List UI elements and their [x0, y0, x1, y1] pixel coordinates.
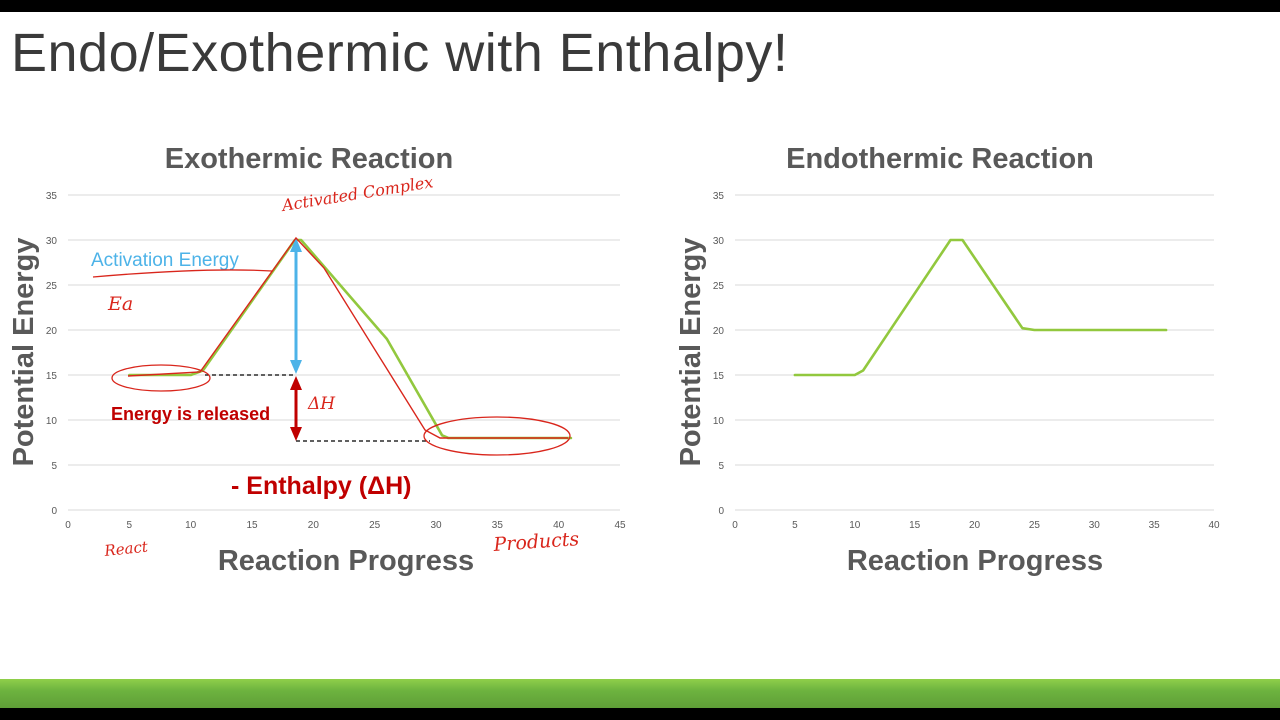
- y-tick-label: 25: [713, 281, 725, 292]
- ink-ea-underline: [92, 269, 273, 278]
- y-tick-label: 5: [51, 461, 57, 472]
- x-tick-label: 35: [492, 520, 504, 531]
- slide-title: Endo/Exothermic with Enthalpy!: [11, 23, 789, 83]
- x-tick-label: 20: [969, 520, 981, 531]
- ink-ea: Ea: [107, 293, 133, 315]
- x-tick-label: 5: [127, 520, 133, 531]
- footer-green-band: [0, 679, 1280, 708]
- activation-energy-label: Activation Energy: [91, 250, 239, 271]
- x-tick-label: 25: [1029, 520, 1041, 531]
- x-tick-label: 25: [369, 520, 381, 531]
- x-tick-label: 5: [792, 520, 798, 531]
- ink-reactant-circle: [111, 364, 211, 392]
- ink-activated-complex: Activated Complex: [279, 172, 435, 215]
- x-axis-label: Reaction Progress: [847, 545, 1103, 577]
- exothermic-annotations: Activation Energy Energy is released - E…: [91, 238, 430, 500]
- y-tick-label: 5: [718, 461, 724, 472]
- activation-energy-arrow-bottom-head: [290, 360, 302, 374]
- x-tick-label: 40: [553, 520, 565, 531]
- x-tick-label: 20: [308, 520, 320, 531]
- y-tick-label: 10: [46, 416, 58, 427]
- bottom-black-bar: [0, 708, 1280, 720]
- y-tick-label: 25: [46, 281, 58, 292]
- ink-products: Products: [492, 528, 580, 556]
- x-tick-label: 35: [1149, 520, 1161, 531]
- enthalpy-arrow-top-head: [290, 376, 302, 390]
- energy-released-label: Energy is released: [111, 404, 270, 424]
- y-tick-label: 20: [46, 326, 58, 337]
- x-tick-label: 40: [1208, 520, 1220, 531]
- y-tick-label: 15: [713, 371, 725, 382]
- y-tick-label: 0: [51, 506, 57, 517]
- y-tick-label: 30: [713, 236, 725, 247]
- exothermic-chart: 0 5 10 15 20 25 30 35 0 5 10 15 20 25 30 35 40 45 Exotherm…: [8, 143, 626, 577]
- activation-energy-arrow-top-head: [290, 238, 302, 252]
- x-tick-label: 0: [65, 520, 71, 531]
- series-line: [793, 238, 1168, 377]
- x-tick-label: 45: [614, 520, 626, 531]
- chart-title: Exothermic Reaction: [165, 143, 453, 175]
- ink-react: React: [103, 537, 150, 560]
- y-tick-label: 10: [713, 416, 725, 427]
- y-axis-label: Potential Energy: [8, 238, 40, 467]
- ink-delta-h: ΔH: [307, 394, 336, 414]
- y-tick-label: 30: [46, 236, 58, 247]
- y-tick-label: 20: [713, 326, 725, 337]
- x-tick-label: 30: [1089, 520, 1101, 531]
- handwritten-annotations: Activated Complex Ea ΔH React Products: [92, 172, 580, 560]
- top-black-bar: [0, 0, 1280, 12]
- y-tick-label: 35: [46, 191, 58, 202]
- y-tick-label: 0: [718, 506, 724, 517]
- x-tick-label: 15: [246, 520, 258, 531]
- ink-curve-trace: [127, 236, 568, 439]
- y-axis-label: Potential Energy: [675, 238, 707, 467]
- x-tick-label: 0: [732, 520, 738, 531]
- x-axis-label: Reaction Progress: [218, 545, 474, 577]
- x-tick-label: 30: [430, 520, 442, 531]
- enthalpy-label: - Enthalpy (ΔH): [231, 472, 411, 500]
- x-tick-label: 10: [185, 520, 197, 531]
- enthalpy-arrow-bottom-head: [290, 427, 302, 441]
- y-tick-label: 15: [46, 371, 58, 382]
- y-tick-label: 35: [713, 191, 725, 202]
- x-tick-label: 15: [909, 520, 921, 531]
- endothermic-chart: 0 5 10 15 20 25 30 35 0 5 10 15 20 25 30 35 40 Endothermi…: [675, 143, 1220, 577]
- chart-title: Endothermic Reaction: [786, 143, 1094, 175]
- ink-product-circle: [423, 416, 571, 456]
- x-tick-label: 10: [849, 520, 861, 531]
